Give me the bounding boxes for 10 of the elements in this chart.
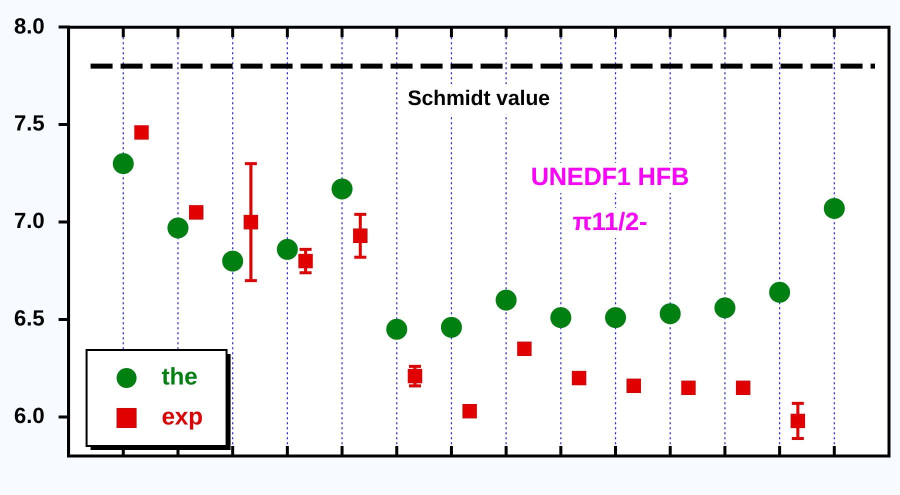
y-tick-label: 6.5 bbox=[14, 306, 45, 331]
legend-label: exp bbox=[162, 404, 203, 431]
ref-line-label: Schmidt value bbox=[408, 86, 550, 110]
y-tick-label: 8.0 bbox=[14, 13, 45, 38]
y-tick-label: 6.0 bbox=[14, 403, 45, 428]
legend-label: the bbox=[162, 364, 198, 391]
annotation: π11/2- bbox=[572, 208, 648, 236]
annotation: UNEDF1 HFB bbox=[530, 162, 690, 191]
y-tick-label: 7.0 bbox=[14, 208, 45, 234]
y-tick-label: 7.5 bbox=[14, 110, 45, 136]
